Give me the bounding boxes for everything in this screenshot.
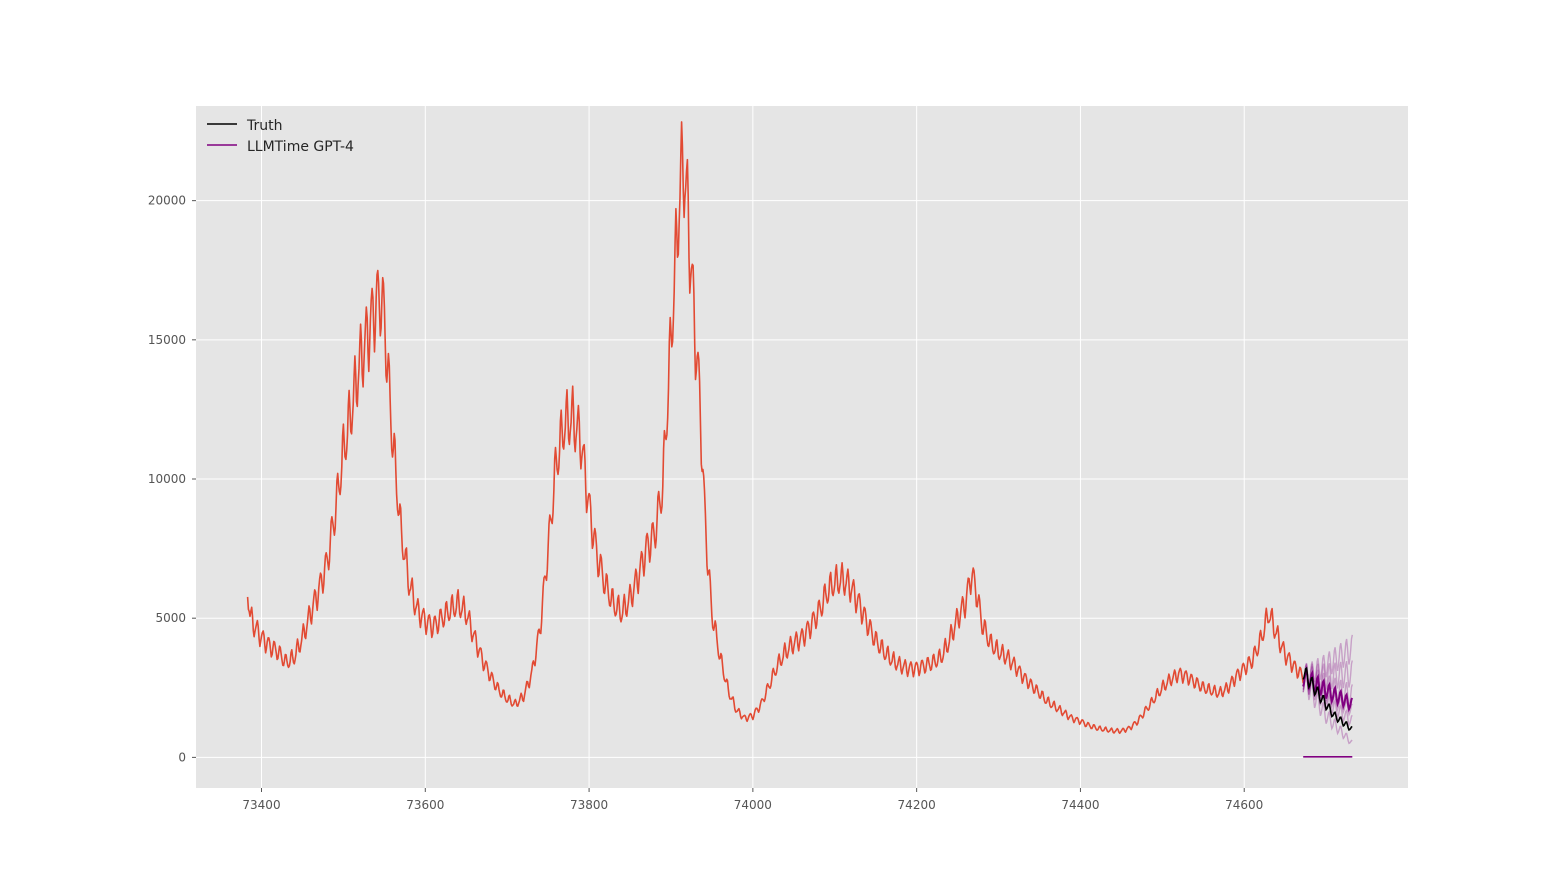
y-tick-label: 20000	[148, 194, 186, 208]
y-tick-label: 10000	[148, 472, 186, 486]
x-tick-label: 73400	[242, 798, 280, 812]
plot-area	[196, 106, 1408, 788]
axis-ticks: 73400 73600 73800 74000 74200 74400 74600 0 5000…	[148, 194, 1263, 812]
y-tick-label: 0	[178, 750, 186, 764]
x-tick-label: 73800	[570, 798, 608, 812]
y-tick-label: 15000	[148, 333, 186, 347]
x-tick-label: 74600	[1225, 798, 1263, 812]
legend-label-truth: Truth	[246, 118, 283, 134]
x-tick-label: 74000	[734, 798, 772, 812]
x-tick-label: 74200	[898, 798, 936, 812]
grid-lines	[196, 106, 1408, 788]
forecast-sample-line	[1302, 660, 1353, 690]
x-tick-label: 73600	[406, 798, 444, 812]
forecast-median-line	[1302, 665, 1354, 713]
history-series-line	[246, 121, 1304, 735]
truth-series-line	[1302, 666, 1353, 732]
series-lines	[246, 121, 1354, 758]
x-tick-label: 74400	[1061, 798, 1099, 812]
legend-label-llmtime: LLMTime GPT-4	[247, 139, 354, 155]
legend: Truth LLMTime GPT-4	[207, 118, 354, 155]
y-tick-label: 5000	[155, 611, 186, 625]
forecast-sample-line	[1302, 634, 1353, 688]
